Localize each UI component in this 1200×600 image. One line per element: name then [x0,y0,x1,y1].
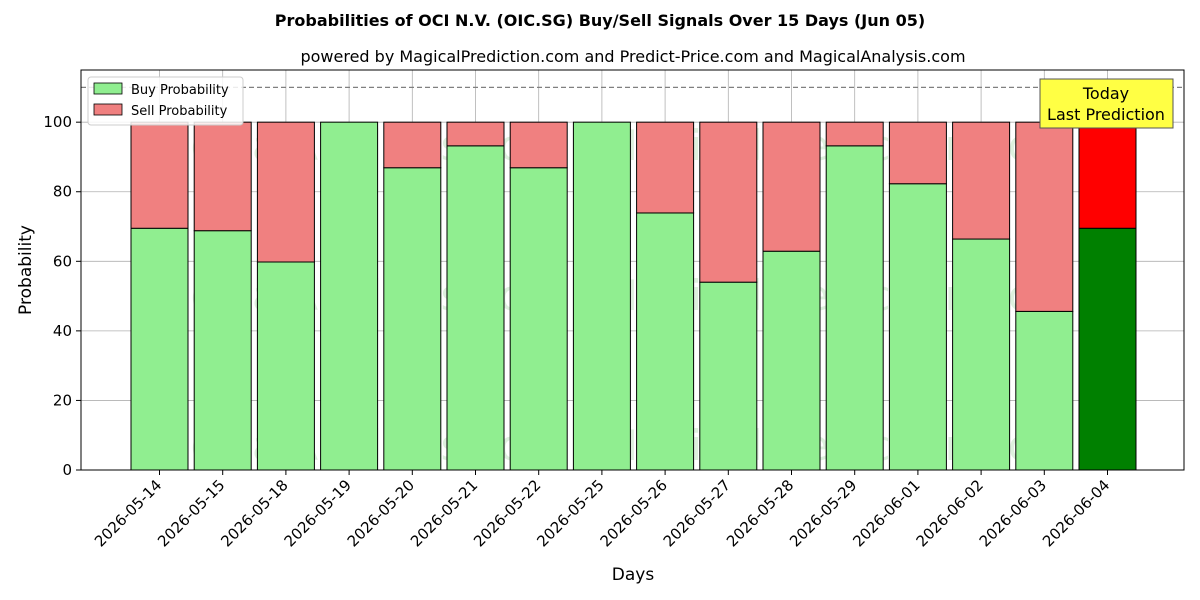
bar-sell [446,121,505,147]
x-tick-label: 2026-05-22 [470,476,544,550]
bar-sell [130,121,189,229]
x-tick-label: 2026-05-28 [723,476,797,550]
bar-buy [762,250,821,471]
y-tick-label: 40 [53,322,72,340]
y-axis-label: Probability [16,225,36,315]
x-tick-label: 2026-05-14 [91,476,165,550]
y-tick-label: 60 [53,252,72,270]
x-tick-label: 2026-06-04 [1039,476,1113,550]
bar-buy [825,145,884,471]
y-tick-label: 20 [53,391,72,409]
legend-swatch-buy [93,82,123,95]
bar-sell [952,121,1011,240]
legend-label-buy: Buy Probability [131,83,229,98]
x-axis-ticks: 2026-05-142026-05-152026-05-182026-05-19… [91,470,1113,550]
bars [130,121,1137,471]
bar-buy [636,212,695,471]
bar-buy [509,167,568,471]
bar-sell [825,121,884,147]
plot-frame [80,69,1185,471]
legend-box [87,76,244,126]
bar-sell [256,121,315,263]
bar-buy [130,227,189,471]
bar-buy [888,183,947,471]
y-tick-label: 100 [43,113,72,131]
y-axis-ticks: 0 20 40 60 80 100 [43,113,81,479]
x-tick-label: 2026-05-29 [786,476,860,550]
bar-sell [1078,121,1137,229]
x-tick-label: 2026-06-03 [976,476,1050,550]
x-tick-label: 2026-05-27 [660,476,734,550]
x-tick-label: 2026-05-15 [154,476,228,550]
bar-sell [636,121,695,214]
bar-sell [193,121,252,232]
x-tick-label: 2026-05-18 [217,476,291,550]
bar-sell [383,121,442,169]
bar-buy [320,121,379,471]
bar-buy [699,281,758,471]
today-annotation: Today Last Prediction [1039,78,1174,129]
bar-buy [193,230,252,471]
bar-buy [383,167,442,471]
bar-buy [952,238,1011,471]
x-tick-label: 2026-05-21 [407,476,481,550]
legend-swatch-sell [93,103,123,116]
x-tick-label: 2026-05-20 [344,476,418,550]
bar-sell [1015,121,1074,312]
x-tick-label: 2026-06-01 [849,476,923,550]
x-tick-label: 2026-05-26 [597,476,671,550]
bar-sell [888,121,947,185]
x-axis-label: Days [612,565,655,585]
legend-label-sell: Sell Probability [131,104,228,119]
chart-title: Probabilities of OCI N.V. (OIC.SG) Buy/S… [275,11,925,30]
bar-buy [1078,227,1137,471]
annotation-box [1039,78,1174,129]
bar-buy [572,121,631,471]
annotation-line-2: Last Prediction [1047,105,1165,124]
legend: Buy Probability Sell Probability [87,76,244,126]
bar-sell [509,121,568,169]
bar-sell [762,121,821,252]
x-tick-label: 2026-05-19 [281,476,355,550]
y-tick-label: 80 [53,183,72,201]
y-tick-label: 0 [62,461,72,479]
chart-subtitle: powered by MagicalPrediction.com and Pre… [300,47,965,66]
bar-sell [699,121,758,283]
bar-buy [1015,310,1074,471]
x-tick-label: 2026-06-02 [913,476,987,550]
annotation-line-1: Today [1082,84,1129,103]
bar-buy [446,145,505,471]
bar-buy [256,261,315,471]
x-tick-label: 2026-05-25 [533,476,607,550]
